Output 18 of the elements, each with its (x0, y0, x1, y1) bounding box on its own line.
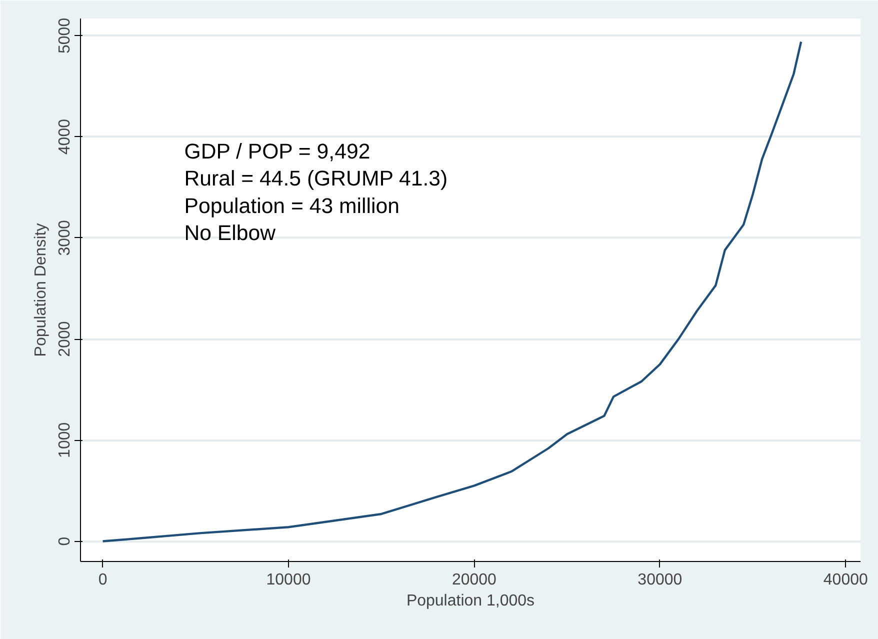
y-tick-label: 2000 (56, 321, 74, 357)
x-tick-label: 40000 (823, 572, 868, 588)
y-tick-label: 3000 (56, 220, 74, 256)
x-tick-label: 10000 (266, 572, 311, 588)
x-axis-title: Population 1,000s (406, 592, 535, 610)
y-tick-label: 1000 (56, 422, 74, 458)
x-tick-label: 30000 (638, 572, 682, 588)
line-series (102, 40, 802, 542)
y-tick-label: 4000 (56, 118, 74, 155)
annotation: No Elbow (184, 220, 276, 245)
x-tick-label: 20000 (452, 572, 497, 588)
y-tick-label: 0 (56, 536, 74, 546)
y-axis-title: Population Density (32, 223, 50, 357)
annotation: GDP / POP = 9,492 (184, 140, 370, 164)
annotation: Population = 43 million (184, 194, 400, 218)
y-tick-label: 5000 (56, 18, 74, 54)
x-tick-label: 0 (98, 572, 108, 588)
annotation: Rural = 44.5 (GRUMP 41.3) (184, 166, 448, 191)
